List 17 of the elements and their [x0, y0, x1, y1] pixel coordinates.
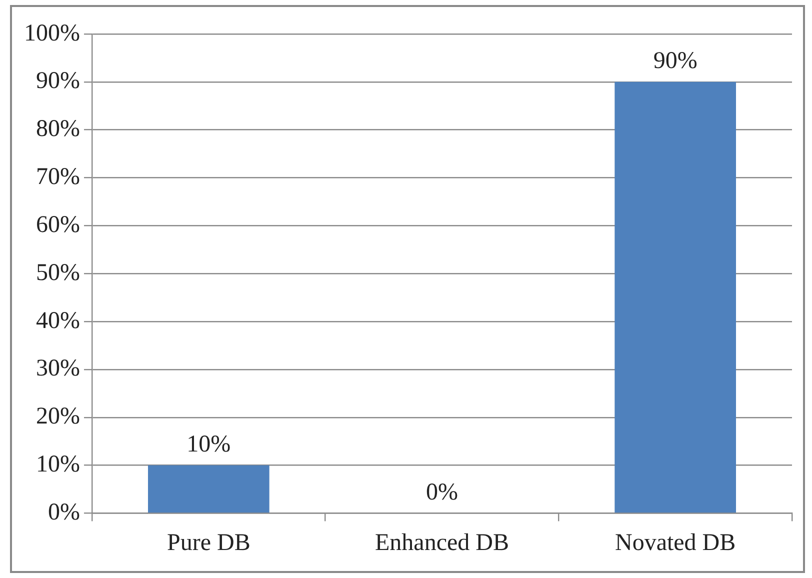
x-tick-label: Novated DB — [615, 530, 736, 556]
y-tick-label: 90% — [36, 68, 80, 94]
y-tick-label: 40% — [36, 308, 80, 334]
y-tick-label: 70% — [36, 164, 80, 190]
y-tick-label: 80% — [36, 116, 80, 142]
y-tick-label: 0% — [48, 499, 80, 526]
x-tick-label: Pure DB — [166, 530, 250, 556]
x-tick-label: Enhanced DB — [375, 530, 509, 556]
y-tick-label: 30% — [36, 356, 80, 382]
y-tick-label: 60% — [36, 212, 80, 238]
data-label: 10% — [186, 432, 231, 458]
y-tick-label: 10% — [36, 452, 80, 478]
data-label: 0% — [426, 479, 458, 506]
data-label: 90% — [653, 48, 698, 74]
y-tick-label: 100% — [24, 20, 80, 46]
y-tick-label: 20% — [36, 404, 80, 430]
y-tick-label: 50% — [36, 260, 80, 286]
